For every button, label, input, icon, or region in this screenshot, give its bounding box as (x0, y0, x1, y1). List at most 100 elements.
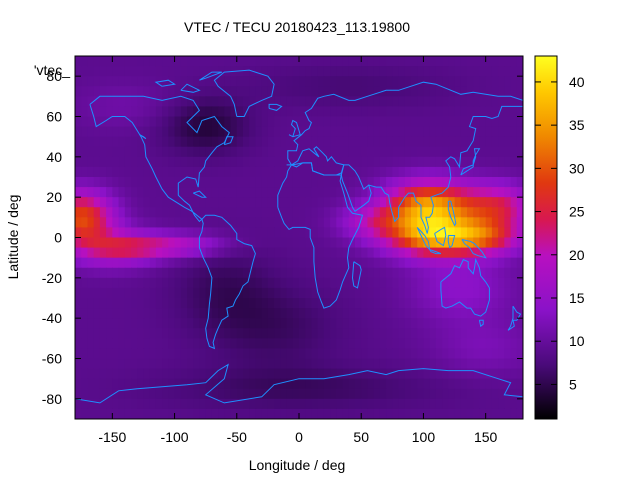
heatmap-cell (124, 126, 132, 138)
heatmap-cell (286, 126, 294, 138)
heatmap-cell (299, 388, 306, 400)
heatmap-cell (448, 398, 456, 410)
heatmap-cell (498, 247, 505, 259)
heatmap-cell (342, 298, 350, 309)
colorbar-tick-label: 5 (569, 376, 577, 392)
heatmap-cell (261, 247, 269, 259)
heatmap-cell (417, 247, 425, 259)
heatmap-cell (255, 237, 263, 249)
heatmap-cell (504, 308, 512, 319)
heatmap-cell (498, 267, 505, 279)
heatmap-cell (224, 237, 232, 249)
heatmap-cell (411, 227, 418, 239)
heatmap-cell (193, 267, 201, 279)
heatmap-cell (317, 408, 325, 419)
heatmap-cell (311, 368, 319, 380)
heatmap-cell (249, 398, 257, 410)
heatmap-cell (317, 398, 325, 410)
heatmap-cell (473, 66, 481, 77)
heatmap-cell (460, 156, 468, 168)
heatmap-cell (174, 76, 182, 87)
heatmap-cell (460, 287, 468, 299)
heatmap-cell (236, 368, 244, 380)
heatmap-cell (373, 348, 381, 360)
heatmap-cell (373, 237, 381, 249)
heatmap-cell (373, 257, 381, 269)
heatmap-cell (255, 177, 263, 188)
heatmap-cell (155, 338, 163, 350)
heatmap-cell (299, 126, 306, 138)
heatmap-cell (187, 106, 194, 118)
heatmap-cell (199, 398, 207, 410)
heatmap-cell (224, 338, 232, 350)
heatmap-cell (317, 136, 325, 148)
heatmap-cell (106, 197, 113, 208)
heatmap-cell (168, 287, 176, 299)
heatmap-cell (510, 76, 518, 87)
heatmap-cell (392, 408, 400, 419)
heatmap-cell (137, 328, 145, 339)
heatmap-cell (417, 86, 425, 97)
heatmap-cell (342, 86, 350, 97)
heatmap-cell (336, 126, 344, 138)
heatmap-cell (155, 318, 163, 329)
heatmap-cell (392, 308, 400, 319)
heatmap-cell (106, 338, 113, 350)
heatmap-cell (149, 237, 157, 249)
heatmap-cell (243, 197, 250, 208)
heatmap-cell (485, 126, 493, 138)
heatmap-cell (473, 408, 481, 419)
heatmap-cell (348, 106, 356, 118)
heatmap-cell (454, 76, 462, 87)
heatmap-cell (143, 398, 151, 410)
coastline (286, 81, 523, 166)
heatmap-cell (180, 408, 188, 419)
heatmap-cell (479, 146, 487, 158)
heatmap-cell (112, 348, 120, 360)
coastline (461, 239, 487, 259)
heatmap-cell (467, 116, 474, 128)
coastline (75, 363, 523, 404)
heatmap-cell (286, 187, 294, 198)
heatmap-cell (392, 388, 400, 400)
heatmap-cell (286, 408, 294, 419)
heatmap-cell (162, 76, 169, 87)
heatmap-cell (305, 156, 313, 168)
heatmap-cell (411, 187, 418, 198)
heatmap-cell (75, 66, 82, 77)
heatmap-cell (168, 177, 176, 188)
heatmap-cell (386, 257, 393, 269)
heatmap-cell (504, 166, 512, 178)
heatmap-cell (162, 126, 169, 138)
heatmap-cell (423, 187, 431, 198)
heatmap-cell (498, 146, 505, 158)
heatmap-cell (274, 388, 281, 400)
heatmap-cell (93, 267, 101, 279)
heatmap-cell (112, 237, 120, 249)
heatmap-cell (491, 126, 499, 138)
heatmap-cell (168, 408, 176, 419)
heatmap-cell (498, 358, 505, 370)
heatmap-cell (155, 136, 163, 148)
heatmap-cell (398, 86, 406, 97)
heatmap-cell (236, 358, 244, 370)
heatmap-cell (274, 86, 281, 97)
heatmap-cell (373, 358, 381, 370)
heatmap-cell (485, 66, 493, 77)
heatmap-cell (162, 66, 169, 77)
heatmap-cell (361, 277, 369, 289)
heatmap-cell (87, 177, 95, 188)
heatmap-cell (87, 318, 95, 329)
heatmap-cell (211, 126, 219, 138)
heatmap-cell (491, 56, 499, 67)
heatmap-cell (155, 187, 163, 198)
heatmap-cell (93, 247, 101, 259)
heatmap-cell (299, 287, 306, 299)
heatmap-cell (106, 66, 113, 77)
heatmap-cell (479, 338, 487, 350)
heatmap-cell (435, 287, 443, 299)
heatmap-cell (106, 227, 113, 239)
heatmap-cell (386, 86, 393, 97)
heatmap-cell (442, 358, 449, 370)
